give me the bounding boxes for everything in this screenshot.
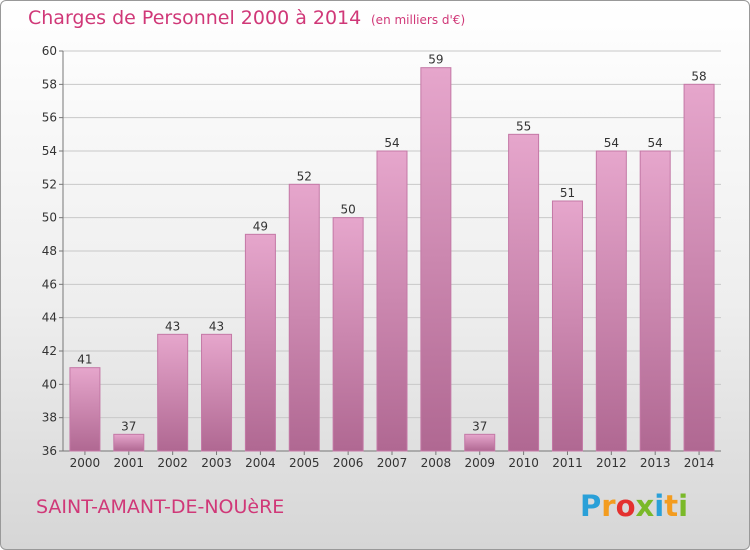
data-label: 49: [253, 219, 268, 233]
y-tick-label: 40: [42, 377, 57, 391]
data-label: 50: [340, 203, 355, 217]
labels: 36 38 40 42 44 46 48 50 52 54 56 58 60 41 2000 37 2001 43…: [42, 44, 715, 470]
data-label: 43: [209, 319, 224, 333]
x-tick-label: 2012: [596, 456, 627, 470]
proxiti-logo: Proxiti: [580, 489, 688, 523]
bar-2000: [69, 367, 101, 452]
bar-2003: [201, 333, 233, 452]
x-tick-label: 2007: [377, 456, 408, 470]
logo-letter: x: [635, 489, 655, 523]
chart-title: Charges de Personnel 2000 à 2014: [28, 7, 362, 29]
bar-2008: [420, 67, 452, 452]
bar-2009: [464, 433, 496, 452]
data-label: 59: [428, 53, 443, 67]
y-tick-label: 56: [42, 111, 57, 125]
y-tick-label: 44: [42, 311, 57, 325]
x-tick-label: 2000: [70, 456, 101, 470]
x-tick-label: 2002: [157, 456, 188, 470]
data-label: 37: [472, 419, 487, 433]
logo-letter: i: [678, 489, 689, 523]
y-tick-label: 58: [42, 77, 57, 91]
data-label: 51: [560, 186, 575, 200]
logo-letter: P: [580, 489, 602, 523]
y-tick-label: 36: [42, 444, 57, 458]
commune-name: SAINT-AMANT-DE-NOUèRE: [36, 496, 285, 518]
data-label: 58: [691, 69, 706, 83]
x-tick-label: 2014: [684, 456, 715, 470]
x-tick-label: 2005: [289, 456, 320, 470]
y-tick-label: 38: [42, 411, 57, 425]
y-tick-label: 42: [42, 344, 57, 358]
y-tick-label: 48: [42, 244, 57, 258]
bar-2005: [288, 183, 320, 452]
bar-2001: [113, 433, 145, 452]
x-tick-label: 2004: [245, 456, 276, 470]
bar-2006: [332, 217, 364, 452]
logo-letter: o: [615, 489, 636, 523]
x-tick-label: 2010: [508, 456, 539, 470]
bar-2011: [551, 200, 583, 452]
y-tick-label: 52: [42, 177, 57, 191]
x-tick-label: 2001: [114, 456, 145, 470]
bar-2012: [595, 150, 627, 452]
bar-2014: [683, 83, 715, 452]
bar-2002: [157, 333, 189, 452]
bar-2007: [376, 150, 408, 452]
y-tick-label: 50: [42, 211, 57, 225]
x-tick-label: 2013: [640, 456, 671, 470]
chart-subtitle: (en milliers d'€): [371, 13, 466, 27]
data-label: 41: [77, 353, 92, 367]
data-label: 37: [121, 419, 136, 433]
data-label: 43: [165, 319, 180, 333]
bar-2010: [508, 133, 540, 452]
data-label: 52: [297, 169, 312, 183]
data-label: 55: [516, 119, 531, 133]
data-label: 54: [384, 136, 399, 150]
data-label: 54: [648, 136, 663, 150]
logo-letter: r: [601, 489, 616, 523]
logo-letter: i: [654, 489, 665, 523]
bars: [69, 67, 715, 452]
y-tick-label: 60: [42, 44, 57, 58]
x-tick-label: 2006: [333, 456, 364, 470]
x-tick-label: 2003: [201, 456, 232, 470]
x-tick-label: 2008: [421, 456, 452, 470]
bar-2013: [639, 150, 671, 452]
x-tick-label: 2011: [552, 456, 583, 470]
logo-letter: t: [664, 489, 679, 523]
y-tick-label: 46: [42, 277, 57, 291]
data-label: 54: [604, 136, 619, 150]
x-tick-label: 2009: [464, 456, 495, 470]
bar-2004: [244, 233, 276, 452]
y-tick-label: 54: [42, 144, 57, 158]
